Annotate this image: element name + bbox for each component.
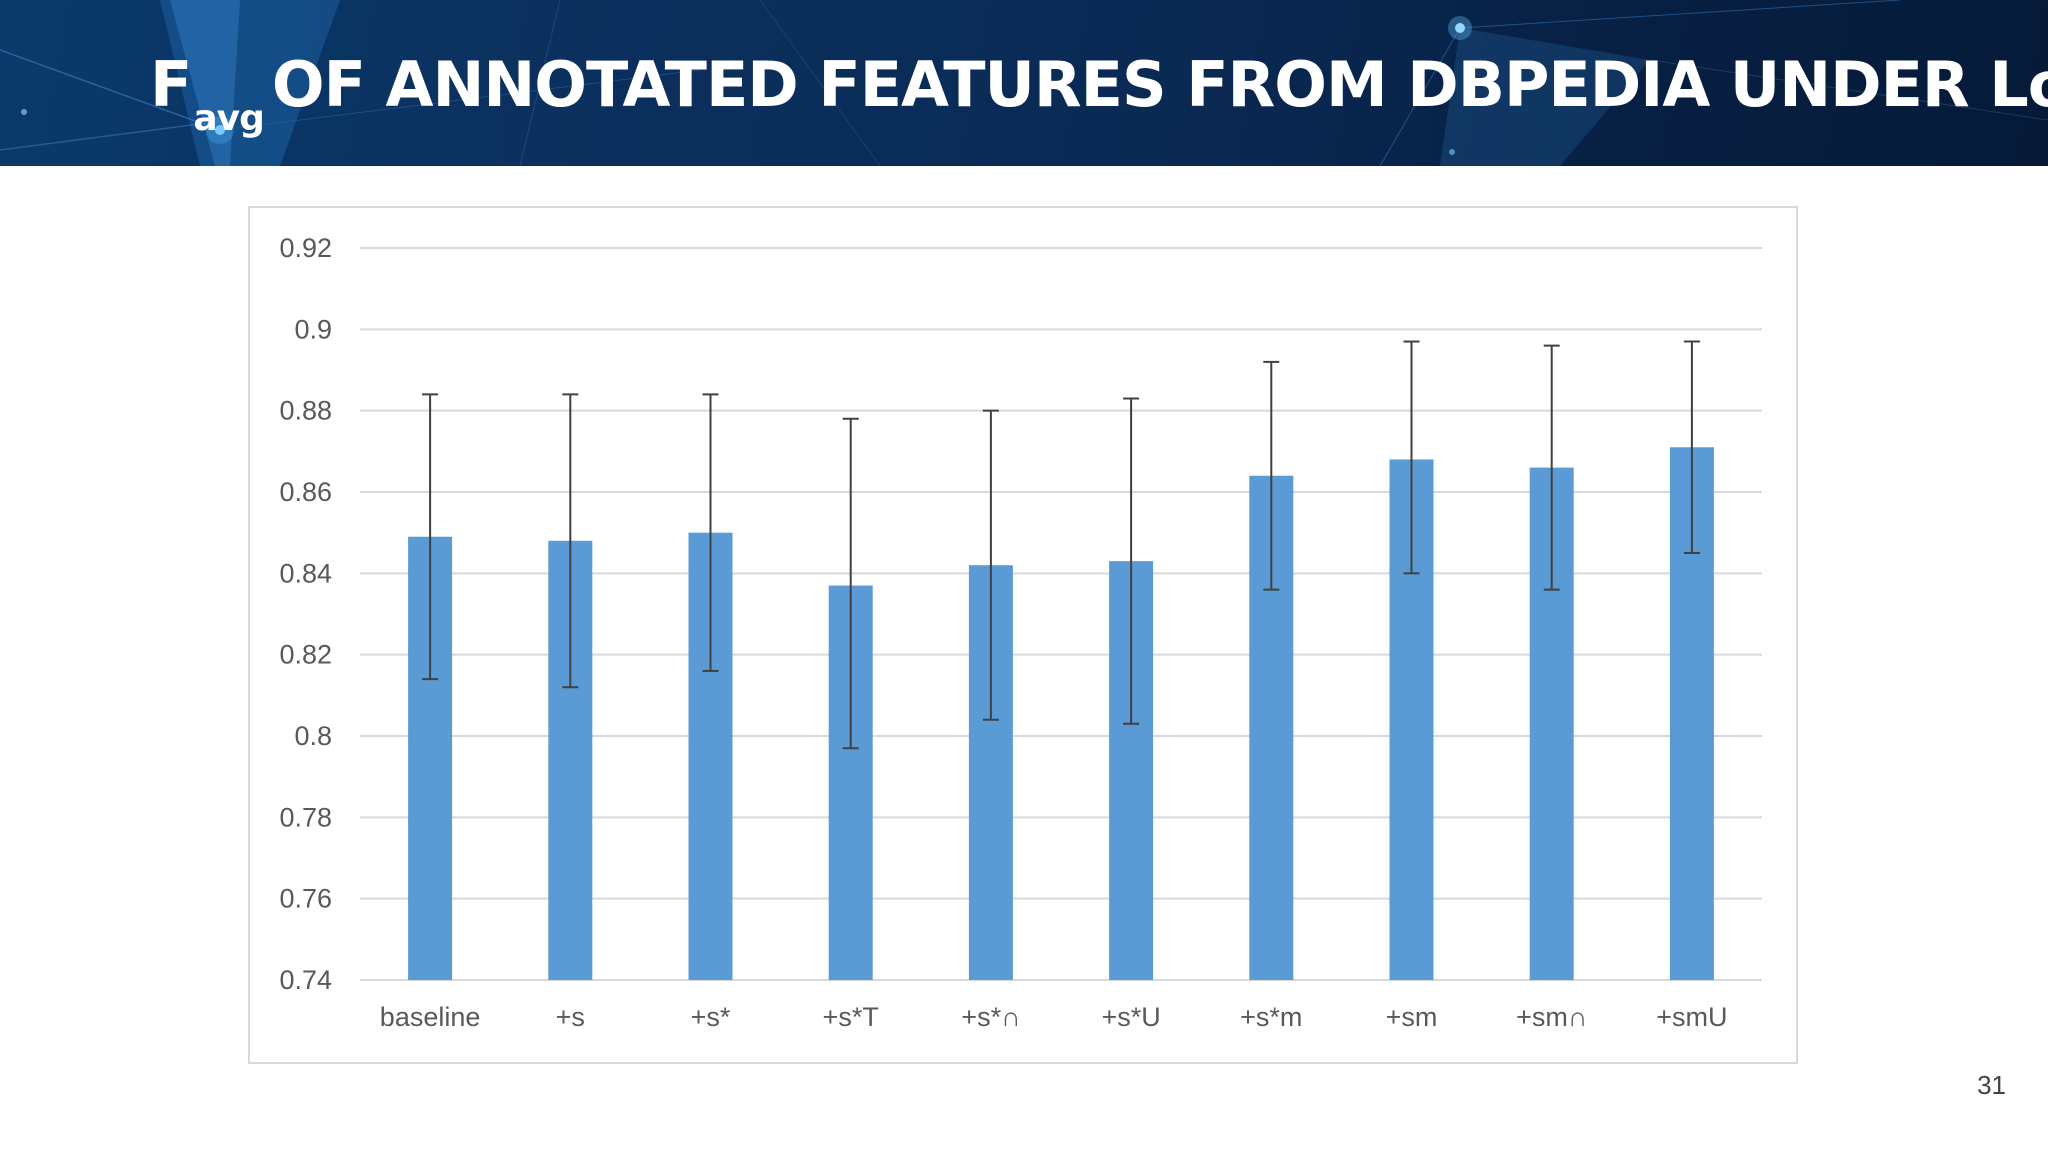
y-tick-label: 0.82: [279, 640, 332, 670]
x-category-label: +s: [556, 1002, 585, 1032]
title-subscript: avg: [193, 98, 265, 139]
error-bar: [842, 417, 859, 750]
grid-lines: [360, 247, 1762, 981]
error-bars: [422, 340, 1700, 750]
error-bar: [702, 393, 719, 672]
error-bar: [1403, 340, 1420, 575]
bar-chart-frame: 0.74 0.76 0.78 0.8 0.82 0.84 0.86 0.88 0.9 0.92 b…: [248, 206, 1798, 1064]
x-category-label: +sm: [1386, 1002, 1438, 1032]
y-tick-label: 0.74: [279, 965, 332, 995]
x-category-label: +s*m: [1240, 1002, 1302, 1032]
error-bar: [562, 393, 579, 689]
x-axis-category-labels: baseline +s +s* +s*T +s*∩ +s*U +s*m +sm +sm∩ +smU: [380, 1002, 1728, 1032]
y-tick-label: 0.9: [294, 314, 332, 344]
error-bar: [1123, 397, 1140, 725]
bars: [408, 447, 1714, 981]
page-number: 31: [1977, 1070, 2006, 1100]
y-tick-label: 0.8: [294, 721, 332, 751]
y-tick-label: 0.78: [279, 802, 332, 832]
page-title: Favg OF ANNOTATED FEATURES FROM DBPEDIA U…: [150, 40, 2048, 139]
y-tick-label: 0.88: [279, 396, 332, 426]
network-background-graphic: [0, 0, 2048, 166]
x-category-label: +s*: [691, 1002, 731, 1032]
slide-header: Favg OF ANNOTATED FEATURES FROM DBPEDIA U…: [0, 0, 2048, 166]
y-tick-label: 0.76: [279, 884, 332, 914]
x-category-label: +s*U: [1101, 1002, 1160, 1032]
x-category-label: +s*∩: [961, 1002, 1020, 1032]
x-category-label: +smU: [1656, 1002, 1727, 1032]
error-bar: [1543, 344, 1560, 591]
y-tick-label: 0.84: [279, 558, 332, 588]
x-category-label: +s*T: [823, 1002, 879, 1032]
title-symbol: F: [150, 48, 192, 121]
error-bar: [1263, 360, 1280, 591]
y-tick-label: 0.92: [279, 233, 332, 263]
error-bar: [422, 393, 439, 681]
x-category-label: +sm∩: [1516, 1002, 1587, 1032]
title-text: OF ANNOTATED FEATURES FROM DBPEDIA UNDER…: [271, 48, 2048, 121]
y-tick-label: 0.86: [279, 477, 332, 507]
y-axis-tick-labels: 0.74 0.76 0.78 0.8 0.82 0.84 0.86 0.88 0.9 0.92: [279, 233, 332, 995]
x-category-label: baseline: [380, 1002, 481, 1032]
error-bar: [982, 409, 999, 721]
bar-chart: 0.74 0.76 0.78 0.8 0.82 0.84 0.86 0.88 0.9 0.92 b…: [279, 233, 1762, 1032]
error-bar: [1683, 340, 1700, 554]
